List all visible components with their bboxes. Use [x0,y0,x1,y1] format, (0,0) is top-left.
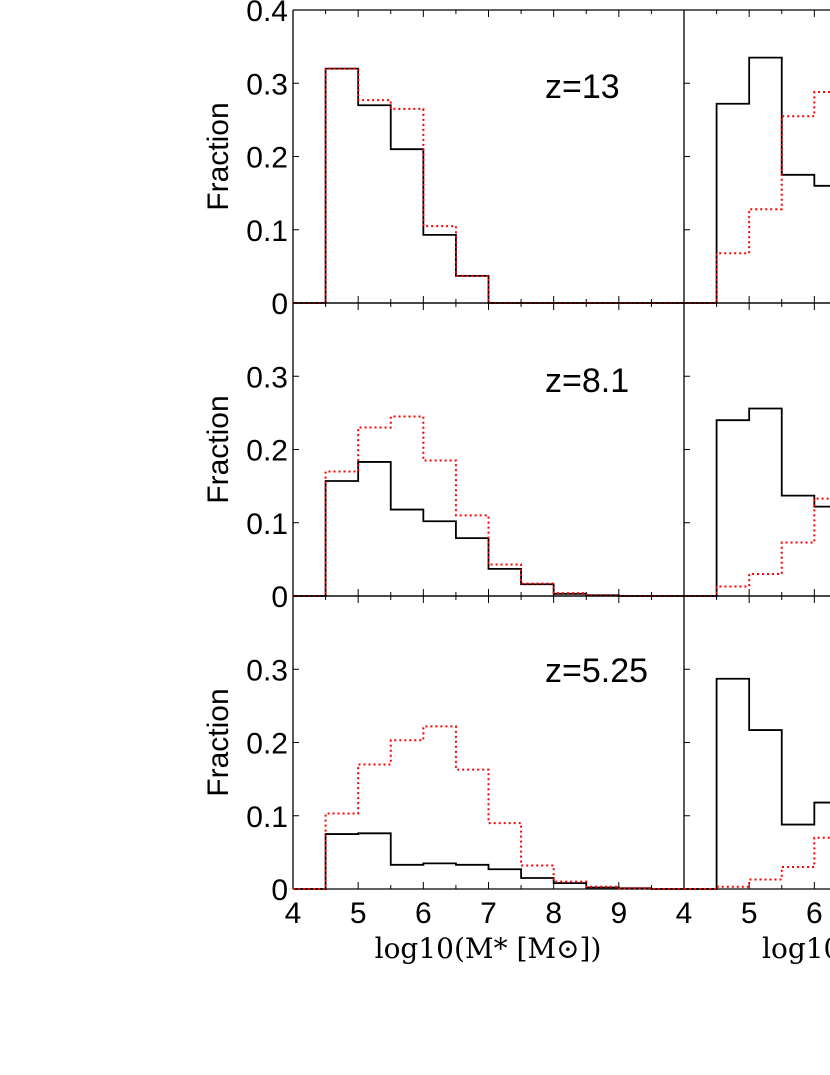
y-tick-label: 0.3 [246,654,288,687]
x-tick-label: 6 [415,897,432,930]
panel-left-top: 0 0.1 0.2 0.3 0.4 Fraction z=13 [202,0,685,321]
redshift-label: z=13 [545,68,620,106]
black-solid-histogram [684,677,830,890]
red-dotted-histogram [684,836,830,890]
y-tick-label: 0.1 [246,801,288,834]
y-tick-label: 0.3 [246,68,288,101]
panel-left-middle: 0 0.1 0.2 0.3 Fraction z=8.1 [202,302,685,614]
y-tick-label: 0.2 [246,142,288,175]
panel-right-bottom: 4 5 6log10(M* [M⊙]) [676,595,830,965]
panels-group: 0 0.1 0.2 0.3 0.4 Fraction z=13 0 0.1 0.2 0.3 Fract… [202,0,830,965]
x-tick-label: 6 [806,897,823,930]
y-tick-label: 0 [271,581,288,614]
x-axis-label: log10(M* [M⊙]) [375,932,602,965]
x-tick-label: 7 [480,897,497,930]
y-axis-label: Fraction [202,102,235,210]
red-dotted-histogram [293,725,684,890]
y-tick-label: 0.2 [246,728,288,761]
y-axis-label: Fraction [202,395,235,503]
y-axis-label: Fraction [202,688,235,796]
x-axis-label: log10(M* [M⊙]) [762,932,830,965]
x-tick-label: 9 [610,897,627,930]
redshift-label: z=8.1 [545,362,629,400]
x-tick-label: 5 [741,897,758,930]
y-tick-label: 0 [271,874,288,907]
y-tick-label: 0.1 [246,215,288,248]
red-dotted-histogram [684,91,830,304]
y-tick-label: 0.2 [246,435,288,468]
x-tick-label: 5 [350,897,367,930]
y-tick-label: 0.3 [246,361,288,394]
y-tick-label: 0 [271,288,288,321]
y-tick-label: 0.1 [246,508,288,541]
black-solid-histogram [684,56,830,304]
x-tick-label: 4 [285,897,302,930]
redshift-label: z=5.25 [545,652,648,690]
x-tick-label: 4 [676,897,693,930]
red-dotted-histogram [684,497,830,597]
y-tick-label: 0.4 [246,0,288,28]
black-solid-histogram [293,832,684,890]
x-tick-label: 8 [545,897,562,930]
